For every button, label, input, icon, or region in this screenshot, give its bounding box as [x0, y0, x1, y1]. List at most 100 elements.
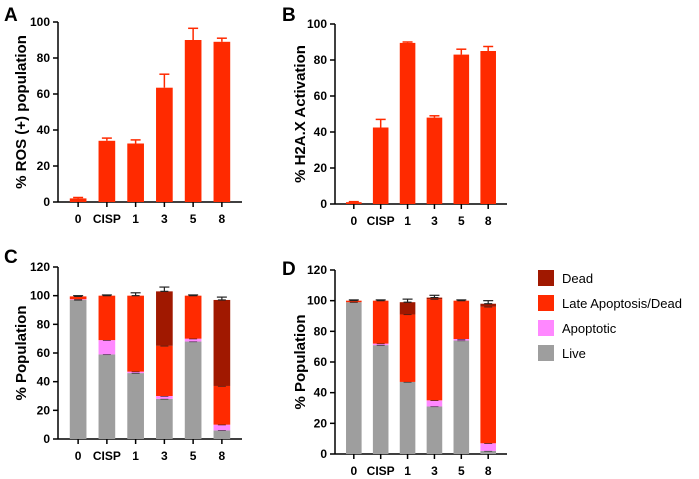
- bar-live: [453, 340, 470, 454]
- y-tick-label: 100: [30, 289, 50, 303]
- y-tick-label: 40: [37, 375, 51, 389]
- y-tick-label: 100: [307, 294, 327, 308]
- bar-live: [98, 354, 116, 439]
- x-tick-label: 1: [404, 464, 411, 478]
- bar: [426, 117, 443, 204]
- bar: [69, 198, 87, 202]
- x-tick-label: 5: [190, 212, 197, 226]
- bar-apoptotic: [184, 338, 202, 342]
- panel-label-d: D: [282, 259, 296, 280]
- y-tick-label: 60: [37, 87, 51, 101]
- bar-dead: [480, 303, 496, 307]
- bar-live: [399, 381, 416, 454]
- y-axis-label: % Population: [292, 315, 309, 410]
- y-tick-label: 80: [314, 53, 328, 67]
- bar-live: [213, 430, 231, 439]
- bar: [184, 40, 202, 202]
- bar: [156, 87, 173, 202]
- x-tick-label: 1: [404, 214, 411, 228]
- x-tick-label: 5: [458, 464, 465, 478]
- y-tick-label: 80: [37, 51, 51, 65]
- bar-live: [346, 302, 362, 454]
- y-tick-label: 60: [37, 346, 51, 360]
- bar-late-apoptosis-dead: [346, 300, 362, 303]
- x-tick-label: 3: [161, 449, 168, 463]
- legend-swatch: [538, 295, 554, 311]
- y-tick-label: 40: [314, 386, 328, 400]
- bar-dead: [156, 291, 173, 346]
- bar-late-apoptosis-dead: [426, 299, 443, 401]
- x-tick-label: 0: [75, 449, 82, 463]
- legend-label: Dead: [562, 271, 593, 286]
- bar-late-apoptosis-dead: [69, 296, 87, 300]
- x-tick-label: 5: [458, 214, 465, 228]
- legend-swatch: [538, 345, 554, 361]
- x-tick-label: 8: [485, 214, 492, 228]
- bar-dead: [399, 302, 416, 315]
- bar-live: [127, 373, 144, 439]
- y-tick-label: 20: [314, 161, 328, 175]
- bar: [346, 202, 362, 204]
- bar-late-apoptosis-dead: [127, 295, 144, 372]
- bar-live: [426, 406, 443, 454]
- legend-swatch: [538, 270, 554, 286]
- y-tick-label: 0: [320, 447, 327, 461]
- bar-late-apoptosis-dead: [399, 314, 416, 382]
- x-tick-label: 3: [431, 214, 438, 228]
- bar-live: [480, 450, 496, 454]
- panel-d: D 0 20 40 60 80 100 120 % Population 0 CISP 1 3 5 8: [282, 259, 507, 478]
- bar: [372, 127, 389, 204]
- y-tick-label: 20: [314, 416, 328, 430]
- bar-late-apoptosis-dead: [480, 306, 496, 444]
- x-tick-label: 8: [219, 212, 226, 226]
- y-tick-label: 20: [37, 159, 51, 173]
- bar-live: [184, 341, 202, 439]
- bar-late-apoptosis-dead: [372, 300, 389, 344]
- y-tick-label: 40: [314, 125, 328, 139]
- bar-live: [156, 398, 173, 439]
- y-tick-label: 0: [43, 195, 50, 209]
- y-axis-label: % Population: [13, 306, 30, 401]
- panel-label-a: A: [4, 5, 18, 26]
- panel-c: C 0 20 40 60 80 100 120 % Population 0 CISP 1 3 5 8: [4, 247, 242, 463]
- x-tick-label: CISP: [367, 214, 395, 228]
- bar: [98, 140, 116, 202]
- bar-late-apoptosis-dead: [453, 300, 470, 339]
- legend-swatch: [538, 320, 554, 336]
- y-tick-label: 0: [43, 432, 50, 446]
- x-tick-label: 0: [75, 212, 82, 226]
- y-tick-label: 100: [30, 15, 50, 29]
- bar-apoptotic: [213, 424, 231, 431]
- legend: Dead Late Apoptosis/Dead Apoptotic Live: [538, 270, 682, 361]
- panel-b: B 0 20 40 60 80 100 % H2A.X Activation 0 CISP 1 3 5…: [282, 5, 507, 228]
- legend-label: Apoptotic: [562, 321, 617, 336]
- y-axis-label: % ROS (+) population: [13, 35, 30, 189]
- y-tick-label: 0: [320, 197, 327, 211]
- bar-live: [69, 299, 87, 439]
- y-tick-label: 80: [37, 317, 51, 331]
- bar-apoptotic: [480, 443, 496, 451]
- bar-apoptotic: [156, 396, 173, 399]
- y-tick-label: 20: [37, 403, 51, 417]
- bar-dead: [426, 297, 443, 300]
- bar-late-apoptosis-dead: [184, 295, 202, 339]
- bar-apoptotic: [127, 371, 144, 374]
- bar: [399, 42, 416, 205]
- bar-dead: [213, 299, 231, 386]
- bar-apoptotic: [98, 340, 116, 355]
- panel-label-c: C: [4, 247, 18, 268]
- x-tick-label: 1: [132, 212, 139, 226]
- legend-label: Live: [562, 346, 586, 361]
- x-tick-label: CISP: [93, 212, 121, 226]
- panel-label-b: B: [282, 5, 296, 26]
- y-tick-label: 40: [37, 123, 51, 137]
- bar: [453, 54, 470, 204]
- bar-live: [372, 345, 389, 454]
- x-tick-label: 8: [219, 449, 226, 463]
- y-tick-label: 60: [314, 89, 328, 103]
- x-tick-label: CISP: [93, 449, 121, 463]
- x-tick-label: 0: [350, 214, 357, 228]
- panel-a: A 0 20 40 60 80 100% ROS (+) population 0 CISP 1…: [4, 5, 242, 226]
- y-tick-label: 80: [314, 324, 328, 338]
